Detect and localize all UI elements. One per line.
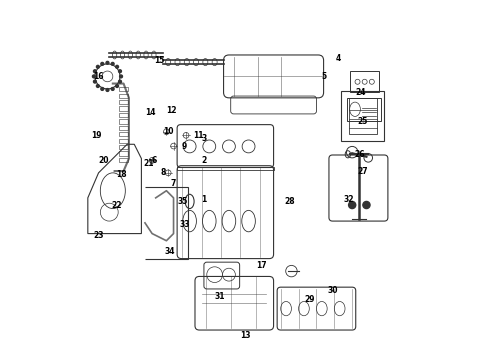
Circle shape: [106, 89, 109, 91]
Circle shape: [101, 62, 104, 65]
Circle shape: [111, 87, 114, 90]
Text: 20: 20: [98, 156, 109, 165]
Text: 13: 13: [240, 331, 250, 340]
Circle shape: [93, 75, 96, 78]
Text: 19: 19: [92, 131, 102, 140]
Bar: [350, 71, 379, 93]
Text: 17: 17: [256, 261, 267, 270]
Text: 24: 24: [356, 88, 367, 97]
Text: 22: 22: [111, 201, 122, 210]
Text: 16: 16: [93, 72, 104, 81]
Text: 31: 31: [215, 292, 225, 301]
Text: 23: 23: [93, 231, 104, 240]
Text: 28: 28: [284, 197, 295, 206]
Text: 30: 30: [327, 286, 338, 295]
Bar: [119, 145, 128, 149]
Text: 26: 26: [354, 150, 365, 159]
Circle shape: [363, 202, 370, 208]
Circle shape: [111, 62, 114, 65]
Text: 14: 14: [145, 108, 156, 117]
Text: 4: 4: [335, 54, 341, 63]
Text: 27: 27: [358, 167, 368, 176]
Text: 2: 2: [201, 156, 207, 165]
Text: 25: 25: [358, 117, 368, 126]
Text: 11: 11: [194, 131, 204, 140]
Circle shape: [116, 85, 119, 87]
Circle shape: [119, 80, 122, 83]
Bar: [348, 98, 377, 134]
Text: 9: 9: [182, 141, 187, 150]
Bar: [119, 113, 128, 117]
Text: 12: 12: [167, 106, 177, 115]
Text: 7: 7: [171, 179, 176, 188]
Bar: [119, 139, 128, 143]
Bar: [119, 132, 128, 136]
Bar: [119, 107, 128, 111]
Circle shape: [97, 66, 99, 68]
Circle shape: [94, 70, 97, 73]
Circle shape: [97, 85, 99, 87]
Text: 29: 29: [304, 295, 315, 304]
Text: 34: 34: [165, 247, 175, 256]
Text: 33: 33: [179, 220, 190, 229]
Bar: [119, 100, 128, 104]
Bar: [119, 158, 128, 162]
Text: 15: 15: [154, 56, 165, 65]
Circle shape: [116, 66, 119, 68]
Text: 18: 18: [117, 170, 127, 179]
Circle shape: [120, 75, 122, 78]
Circle shape: [119, 70, 122, 73]
Bar: [119, 119, 128, 123]
Bar: [177, 167, 273, 170]
Text: 3: 3: [201, 134, 207, 143]
Text: 32: 32: [343, 195, 354, 204]
Bar: [119, 87, 128, 91]
Text: 5: 5: [321, 72, 326, 81]
Bar: [347, 98, 381, 121]
Text: 1: 1: [201, 195, 207, 204]
Text: 10: 10: [163, 127, 173, 136]
Text: 6: 6: [151, 156, 156, 165]
Circle shape: [94, 80, 97, 83]
Bar: [119, 152, 128, 156]
Bar: [119, 94, 128, 98]
Circle shape: [348, 202, 356, 208]
Text: 35: 35: [177, 197, 188, 206]
Text: 21: 21: [143, 159, 154, 168]
Circle shape: [101, 87, 104, 90]
Text: 8: 8: [160, 168, 166, 177]
Circle shape: [106, 62, 109, 64]
Bar: [119, 126, 128, 130]
Bar: [342, 91, 384, 141]
